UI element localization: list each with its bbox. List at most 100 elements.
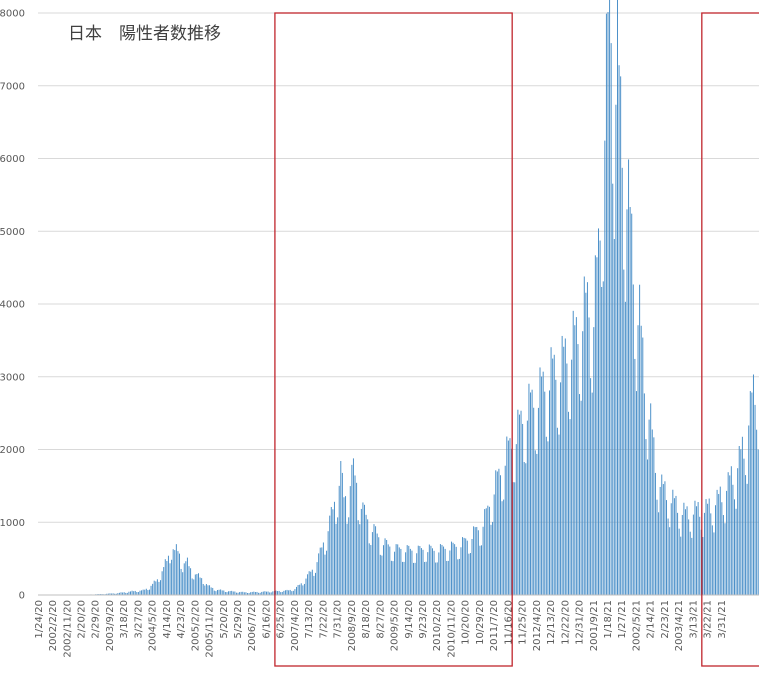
bar: [304, 584, 305, 595]
bar: [623, 270, 624, 595]
bar: [472, 539, 473, 595]
bar: [690, 532, 691, 595]
bar: [320, 548, 321, 595]
bar: [658, 512, 659, 595]
bar: [309, 571, 310, 595]
bar: [277, 591, 278, 595]
x-tick-label: 2/29/20: [91, 600, 102, 639]
bar: [476, 527, 477, 595]
bar: [603, 281, 604, 595]
x-tick-label: 2/14/21: [646, 600, 657, 639]
bar: [326, 551, 327, 595]
bar: [540, 367, 541, 595]
bar: [372, 532, 373, 595]
bar: [214, 591, 215, 595]
bar: [743, 459, 744, 595]
bar: [547, 441, 548, 595]
y-tick-label: 4000: [0, 300, 25, 311]
bar: [709, 499, 710, 595]
bar: [589, 317, 590, 595]
bar: [228, 591, 229, 595]
bar: [596, 257, 597, 595]
bar: [653, 437, 654, 595]
x-tick-label: 2/23/21: [660, 600, 671, 639]
bar: [527, 421, 528, 595]
bar: [380, 555, 381, 595]
x-tick-label: 5/29/20: [233, 600, 244, 639]
x-tick-label: 3/27/20: [133, 600, 144, 639]
bar: [467, 541, 468, 595]
bar: [652, 429, 653, 595]
bar: [166, 561, 167, 595]
bar: [533, 408, 534, 595]
bar: [231, 591, 232, 595]
bar: [348, 517, 349, 595]
x-tick-label: 7/31/20: [333, 600, 344, 639]
bar: [201, 578, 202, 595]
bar: [552, 359, 553, 595]
bar: [427, 552, 428, 595]
y-tick-label: 8000: [0, 9, 25, 20]
y-tick-label: 1000: [0, 518, 25, 529]
x-tick-label: 4/14/20: [162, 600, 173, 639]
x-tick-label: 3/18/20: [119, 600, 130, 639]
bar: [664, 481, 665, 595]
bar: [631, 214, 632, 595]
bar: [601, 287, 602, 595]
x-tick-label: 2005/11/20: [205, 600, 216, 658]
bar: [397, 544, 398, 595]
x-tick-label: 12/22/20: [560, 600, 571, 645]
bar: [486, 508, 487, 595]
x-tick-label: 2005/2/20: [190, 600, 201, 651]
bar: [521, 411, 522, 595]
bar: [410, 549, 411, 595]
bar: [541, 377, 542, 595]
bar: [375, 526, 376, 595]
bar: [364, 505, 365, 595]
bar: [582, 331, 583, 595]
bar: [176, 544, 177, 595]
bar: [506, 437, 507, 595]
bar: [562, 336, 563, 595]
bar: [152, 584, 153, 595]
bar: [497, 471, 498, 595]
bar: [296, 587, 297, 595]
bar: [299, 585, 300, 595]
bar: [358, 520, 359, 595]
bar: [460, 547, 461, 595]
bar: [532, 390, 533, 595]
bar: [366, 515, 367, 595]
bar: [638, 325, 639, 595]
x-tick-label: 2006/7/20: [247, 600, 258, 651]
bar: [206, 584, 207, 595]
bar: [720, 487, 721, 595]
bar: [657, 500, 658, 595]
x-tick-label: 1/18/21: [603, 600, 614, 639]
bar: [402, 562, 403, 595]
bar: [704, 513, 705, 595]
bar: [313, 576, 314, 595]
bar: [443, 547, 444, 595]
bar: [710, 513, 711, 595]
bar: [385, 538, 386, 595]
bar: [495, 470, 496, 595]
bar: [723, 515, 724, 595]
bar: [663, 484, 664, 595]
bar: [555, 380, 556, 595]
x-tick-label: 2009/5/20: [390, 600, 401, 651]
bar: [614, 239, 615, 595]
bar: [448, 561, 449, 595]
bar: [725, 523, 726, 595]
bar: [170, 563, 171, 595]
bar: [318, 553, 319, 595]
bar: [421, 548, 422, 595]
bar: [516, 444, 517, 595]
bar: [437, 562, 438, 595]
bar: [355, 475, 356, 595]
y-tick-label: 3000: [0, 372, 25, 383]
bar: [426, 562, 427, 595]
x-tick-label: 3/13/21: [688, 600, 699, 639]
bar: [275, 591, 276, 595]
bar: [748, 425, 749, 595]
bar: [388, 544, 389, 595]
